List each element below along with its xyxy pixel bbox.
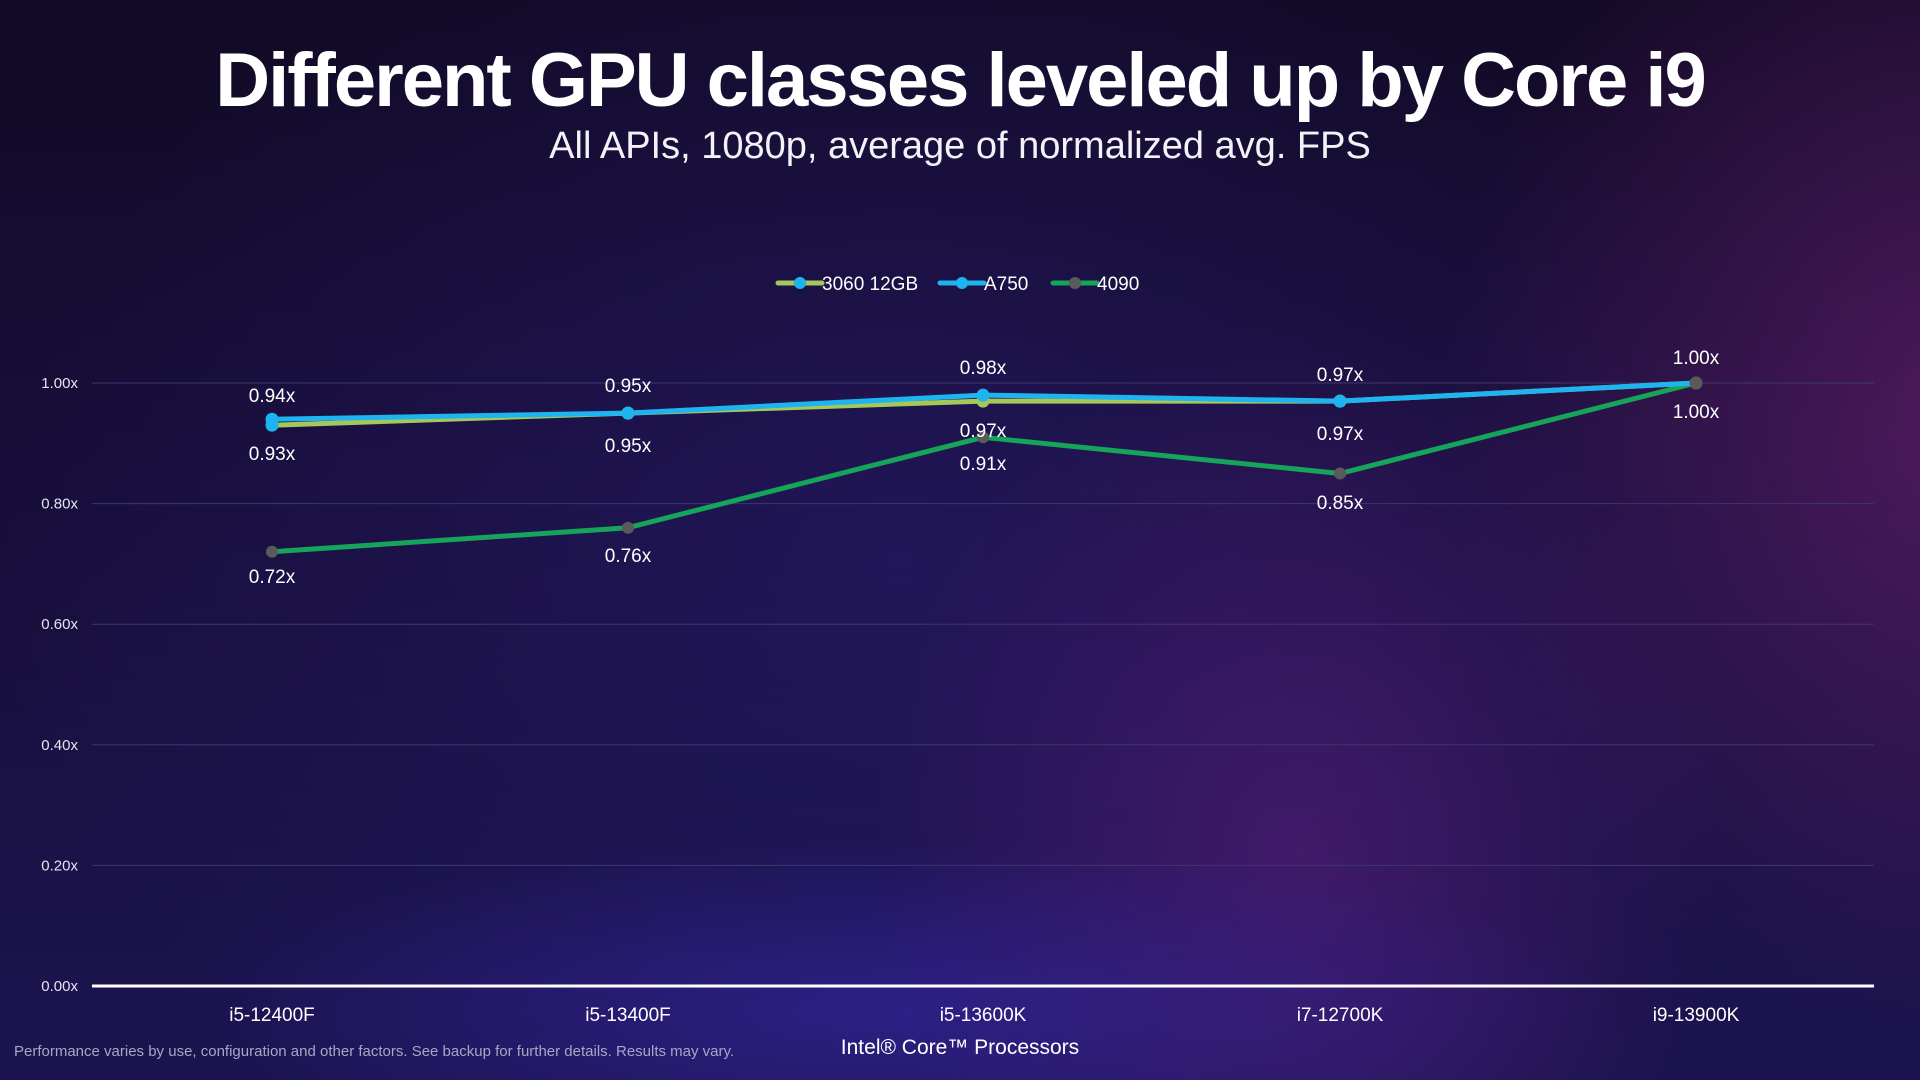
- y-tick-label: 0.40x: [41, 737, 78, 754]
- chart-data-labels: 0.93x 0.95x 0.97x 0.97x 1.00x 0.94x 0.95x 0.98x…: [249, 348, 1720, 588]
- chart-gridlines: [92, 382, 1874, 988]
- chart-legend: 3060 12GB A750 4090: [775, 274, 1139, 295]
- data-label: 0.76x: [605, 546, 652, 567]
- page-title: Different GPU classes leveled up by Core…: [215, 38, 1706, 123]
- data-label: 0.98x: [960, 358, 1007, 379]
- data-label: 0.85x: [1317, 493, 1364, 514]
- legend-marker: [794, 277, 806, 289]
- legend-marker: [1069, 277, 1081, 289]
- data-label: 0.97x: [960, 421, 1007, 442]
- data-label: 1.00x: [1673, 402, 1720, 423]
- data-point: [266, 545, 278, 558]
- y-tick-label: 0.00x: [41, 978, 78, 995]
- data-point: [622, 521, 634, 534]
- data-point: [621, 406, 635, 420]
- data-point: [265, 412, 279, 426]
- y-tick-label: 1.00x: [41, 375, 78, 392]
- page-subtitle: All APIs, 1080p, average of normalized a…: [549, 125, 1371, 167]
- data-label: 1.00x: [1673, 348, 1720, 369]
- y-tick-label: 0.60x: [41, 616, 78, 633]
- data-label: 0.72x: [249, 567, 296, 588]
- legend-label: A750: [984, 274, 1028, 295]
- legend-label: 4090: [1097, 274, 1139, 295]
- data-label: 0.93x: [249, 444, 296, 465]
- data-label: 0.95x: [605, 436, 652, 457]
- x-tick-label: i5-12400F: [229, 1005, 315, 1026]
- data-point: [977, 431, 989, 444]
- x-axis-ticks: i5-12400F i5-13400F i5-13600K i7-12700K i9-1…: [229, 1005, 1739, 1026]
- legend-label: 3060 12GB: [822, 274, 918, 295]
- data-point: [1334, 467, 1346, 480]
- y-tick-label: 0.80x: [41, 496, 78, 513]
- legend-marker: [956, 277, 968, 289]
- x-tick-label: i7-12700K: [1297, 1005, 1384, 1026]
- x-tick-label: i9-13900K: [1653, 1005, 1740, 1026]
- x-axis-title: Intel® Core™ Processors: [840, 1036, 1080, 1059]
- data-label: 0.94x: [249, 386, 296, 407]
- y-axis-ticks: 0.00x 0.20x 0.40x 0.60x 0.80x 1.00x: [41, 375, 78, 995]
- footnote: Performance varies by use, configuration…: [14, 1043, 735, 1060]
- data-label: 0.97x: [1317, 424, 1364, 445]
- data-label: 0.97x: [1317, 365, 1364, 386]
- y-tick-label: 0.20x: [41, 857, 78, 874]
- data-label: 0.91x: [960, 454, 1007, 475]
- x-tick-label: i5-13400F: [585, 1005, 671, 1026]
- data-label: 0.95x: [605, 376, 652, 397]
- data-point: [976, 388, 990, 402]
- data-point: [1333, 394, 1347, 408]
- data-point: [1689, 376, 1703, 390]
- chart-series-points: [265, 376, 1703, 558]
- x-tick-label: i5-13600K: [940, 1005, 1027, 1026]
